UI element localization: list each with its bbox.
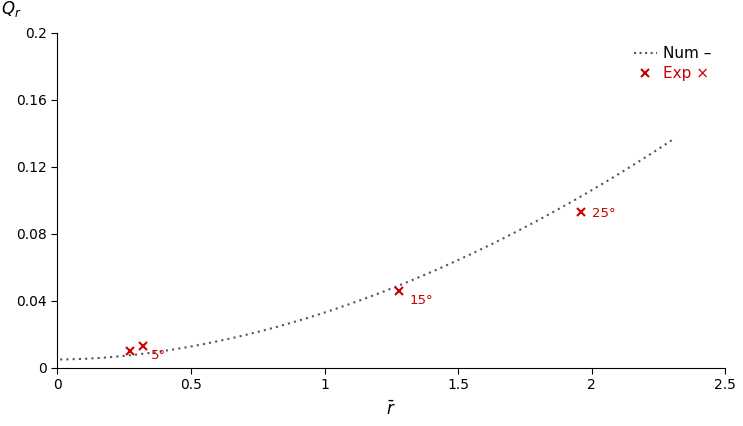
X-axis label: $\bar{r}$: $\bar{r}$	[386, 400, 396, 419]
Text: 5°: 5°	[151, 349, 166, 363]
Text: 25°: 25°	[591, 207, 615, 220]
Legend: Num –, Exp ×: Num –, Exp ×	[628, 40, 718, 87]
Y-axis label: $\overline{Q_r}$: $\overline{Q_r}$	[1, 0, 21, 19]
Text: 15°: 15°	[410, 294, 434, 307]
